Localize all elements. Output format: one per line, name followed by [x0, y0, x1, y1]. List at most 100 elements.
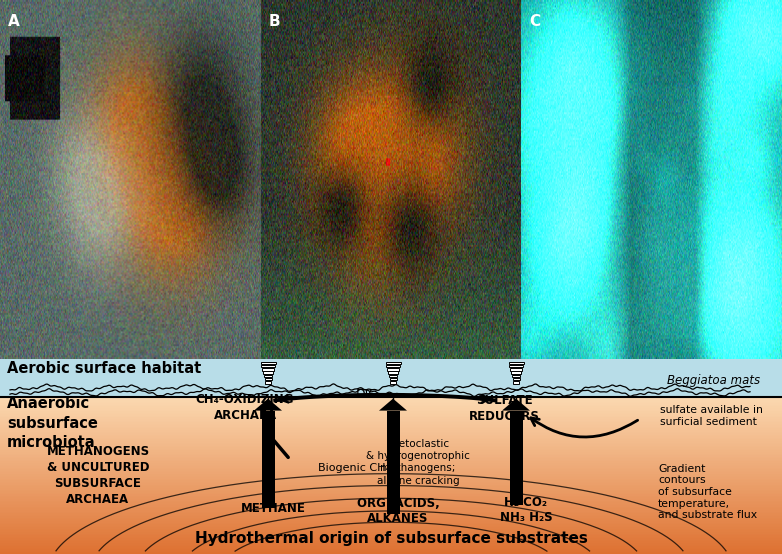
Bar [0, 450, 782, 452]
Bar [0, 488, 782, 490]
Text: Acetoclastic
& hydrogenotrophic
methanogens;
alkane cracking: Acetoclastic & hydrogenotrophic methanog… [366, 439, 470, 486]
Bar [0, 540, 782, 541]
Bar [0, 438, 782, 439]
Bar [0, 425, 782, 427]
Bar [0, 511, 782, 513]
Bar [0, 417, 782, 419]
Bar [0, 397, 782, 398]
Bar [0, 469, 782, 471]
Bar [0, 464, 782, 466]
Bar [264, 378, 271, 381]
Text: METHANE: METHANE [241, 502, 306, 515]
Bar [0, 407, 782, 408]
Bar [265, 381, 271, 384]
Bar [0, 439, 782, 441]
Text: Hydrothermal origin of subsurface substrates: Hydrothermal origin of subsurface substr… [195, 531, 587, 546]
Bar [0, 468, 782, 469]
Bar [0, 501, 782, 502]
Bar [0, 520, 782, 521]
Bar [0, 411, 782, 413]
Text: Biogenic CH₄: Biogenic CH₄ [318, 463, 390, 473]
Bar [0, 436, 782, 438]
Bar [0, 537, 782, 538]
Bar [0, 474, 782, 475]
Bar [262, 368, 274, 371]
Bar [0, 491, 782, 493]
Bar [0, 409, 782, 411]
Polygon shape [379, 399, 407, 411]
Text: METHANOGENS
& UNCULTURED
SUBSURFACE
ARCHAEA: METHANOGENS & UNCULTURED SUBSURFACE ARCH… [46, 445, 149, 506]
Bar [0, 497, 782, 499]
Bar [0, 522, 782, 524]
Bar [386, 365, 400, 367]
Bar [0, 534, 782, 535]
Bar [0, 441, 782, 443]
Bar [0, 452, 782, 454]
Bar [0, 402, 782, 403]
Bar [0, 546, 782, 548]
Bar [0, 444, 782, 445]
Bar [0, 443, 782, 444]
Bar [0, 473, 782, 474]
Text: Anaerobic
subsurface
microbiota: Anaerobic subsurface microbiota [7, 396, 98, 450]
Bar [0, 435, 782, 436]
Bar [0, 529, 782, 530]
Bar [513, 381, 518, 384]
Bar [0, 460, 782, 461]
Bar [0, 507, 782, 509]
Bar [0, 515, 782, 516]
Bar [0, 422, 782, 424]
Text: CH₄-OXIDIZING
ARCHAEA: CH₄-OXIDIZING ARCHAEA [196, 393, 294, 422]
Bar [0, 490, 782, 491]
Bar [0, 538, 782, 540]
Bar [0, 445, 782, 447]
Bar [512, 378, 519, 381]
Bar [263, 372, 273, 374]
Bar [0, 405, 782, 407]
Bar [0, 427, 782, 428]
Bar [0, 527, 782, 529]
Bar [388, 372, 398, 374]
Bar [0, 471, 782, 473]
Bar [510, 411, 522, 505]
Text: Gradient
contours
of subsurface
temperature,
and substrate flux: Gradient contours of subsurface temperat… [658, 464, 757, 520]
Bar [390, 381, 396, 384]
Polygon shape [502, 399, 530, 411]
Bar [0, 524, 782, 526]
Bar [0, 551, 782, 552]
Bar [0, 463, 782, 464]
Bar [0, 509, 782, 510]
Bar [0, 428, 782, 430]
Bar [0, 413, 782, 414]
Text: Beggiatoa mats: Beggiatoa mats [667, 375, 760, 387]
Polygon shape [254, 399, 282, 411]
Bar [0, 545, 782, 546]
Bar [0, 505, 782, 507]
Bar [260, 362, 275, 364]
Bar [0, 549, 782, 551]
Bar [0, 420, 782, 422]
Bar [386, 411, 400, 514]
Text: C: C [529, 14, 540, 29]
Bar [0, 535, 782, 537]
Bar [0, 419, 782, 420]
Text: B: B [268, 14, 280, 29]
Bar [0, 403, 782, 405]
Bar [386, 362, 400, 364]
Bar [0, 543, 782, 545]
Bar [0, 548, 782, 549]
Bar [0, 458, 782, 460]
Bar [510, 368, 522, 371]
Bar [508, 362, 523, 364]
Bar [0, 479, 782, 480]
Bar [0, 518, 782, 520]
Bar [0, 513, 782, 515]
Bar [0, 466, 782, 468]
Bar [0, 456, 782, 458]
Bar [261, 411, 274, 509]
Bar [264, 375, 272, 377]
Bar [0, 424, 782, 425]
Bar [0, 433, 782, 435]
Text: H₂ CO₂
NH₃ H₂S: H₂ CO₂ NH₃ H₂S [500, 496, 552, 524]
Bar [0, 499, 782, 501]
